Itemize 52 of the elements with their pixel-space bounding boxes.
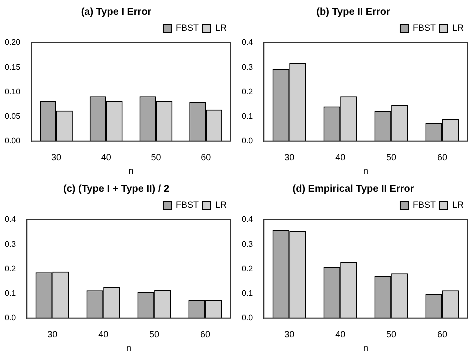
legend-label: FBST — [176, 22, 200, 33]
x-tick-label: 50 — [151, 152, 162, 162]
x-tick-label: 60 — [438, 152, 448, 162]
y-tick-label: 0.3 — [242, 240, 254, 249]
x-tick-label: 40 — [336, 152, 346, 162]
y-tick-label: 0.0 — [242, 136, 254, 146]
x-tick-label: 30 — [48, 329, 58, 340]
x-axis-title: n — [126, 343, 132, 354]
chart-title: (d) Empirical Type II Error — [292, 184, 414, 195]
x-tick-label: 50 — [150, 329, 160, 340]
x-tick-label: 50 — [386, 329, 397, 340]
x-tick-label: 50 — [386, 152, 397, 162]
x-axis-title: n — [364, 343, 369, 354]
y-tick-label: 0.0 — [242, 314, 254, 323]
x-tick-label: 40 — [101, 152, 112, 162]
x-tick-label: 60 — [201, 152, 212, 162]
y-tick-label: 0.3 — [242, 62, 254, 72]
legend-label: FBST — [412, 22, 436, 33]
y-tick-label: 0.4 — [242, 38, 254, 48]
y-tick-label: 0.05 — [4, 112, 22, 122]
legend-label: LR — [215, 22, 228, 33]
x-tick-label: 40 — [336, 329, 346, 340]
x-tick-label: 60 — [438, 329, 448, 340]
y-tick-label: 0.20 — [4, 38, 22, 48]
x-axis-title: n — [128, 166, 134, 176]
x-tick-label: 60 — [200, 329, 211, 340]
y-tick-label: 0.4 — [242, 215, 254, 224]
y-tick-label: 0.2 — [4, 264, 17, 274]
y-tick-label: 0.2 — [242, 264, 254, 274]
y-tick-label: 0.1 — [242, 112, 254, 122]
y-tick-label: 0.1 — [4, 289, 17, 298]
x-tick-label: 30 — [51, 152, 62, 162]
legend-label: LR — [452, 200, 464, 210]
x-axis-title: n — [364, 166, 369, 176]
x-tick-label: 40 — [98, 329, 109, 340]
x-tick-label: 30 — [284, 329, 295, 340]
legend-label: FBST — [412, 200, 436, 210]
chart-title: (a) Type I Error — [81, 6, 152, 18]
x-tick-label: 30 — [284, 152, 295, 162]
y-tick-label: 0.10 — [4, 87, 22, 96]
y-tick-label: 0.1 — [242, 289, 254, 298]
y-tick-label: 0.00 — [4, 136, 22, 146]
chart-title: (b) Type II Error — [316, 6, 390, 18]
legend-label: LR — [215, 200, 228, 210]
y-tick-label: 0.15 — [4, 62, 22, 72]
y-tick-label: 0.3 — [4, 240, 17, 249]
legend-label: LR — [452, 22, 464, 33]
y-tick-label: 0.0 — [4, 314, 17, 323]
y-tick-label: 0.2 — [242, 87, 254, 96]
y-tick-label: 0.4 — [4, 215, 17, 224]
legend-label: FBST — [176, 200, 200, 210]
chart-title: (c) (Type I + Type II) / 2 — [63, 184, 170, 195]
